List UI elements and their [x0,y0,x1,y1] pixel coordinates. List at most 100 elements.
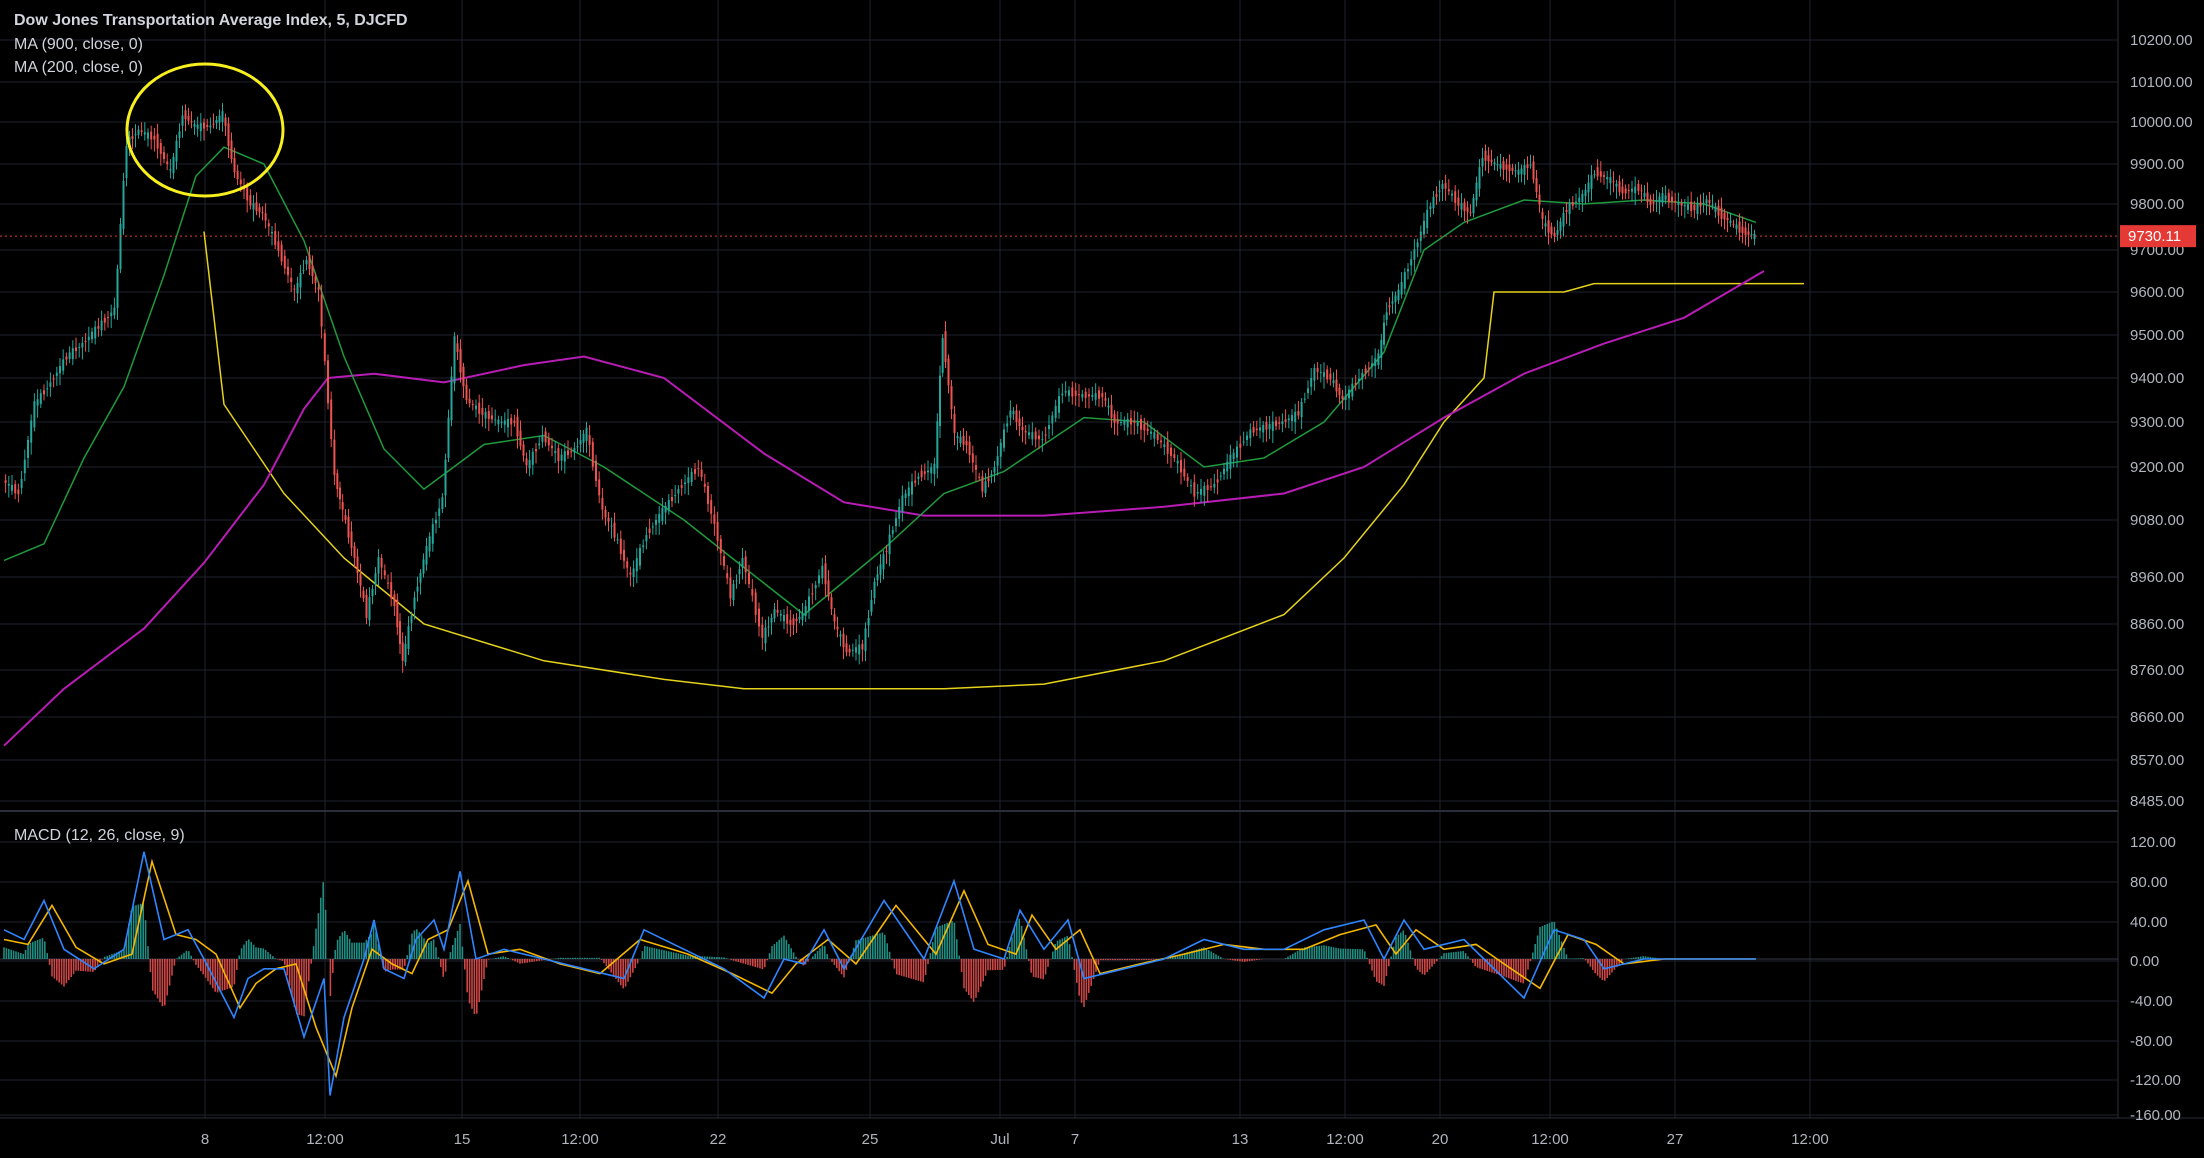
candle-body [876,574,879,581]
candle-body [1307,388,1309,393]
candle-body [735,580,738,582]
candle-body [870,599,873,612]
candle-body [541,435,544,442]
candle-body [491,415,493,420]
candle-body [1717,205,1720,216]
candle-body [407,626,410,649]
macd-tick-label: 120.00 [2130,834,2176,851]
candle-body [851,649,854,651]
candle-body [374,573,377,585]
candle-body [885,551,888,553]
candle-body [547,438,550,446]
candle-body [1532,161,1535,180]
candle-body [694,469,696,474]
candle-body [1655,200,1658,202]
price-tick-label: 8860.00 [2130,616,2184,633]
candle-body [1126,418,1129,428]
candle-body [658,513,661,523]
candle-body [497,419,500,425]
price-pane[interactable] [3,62,1804,747]
candle-body [1071,387,1074,397]
time-axis[interactable]: 8 12:00 15 12:00 22 25 Jul 7 13 12:00 20 12:00 27 12:… [201,1131,1829,1148]
candle-body [845,643,848,653]
candle-body [462,366,465,387]
candle-body [380,558,383,568]
candle-body [873,581,876,599]
candle-body [465,384,468,400]
price-axis[interactable]: 10200.00 10100.00 10000.00 9900.00 9800.00 97… [2130,32,2193,810]
last-price-group: 9730.11 [0,225,2196,248]
candle-body [308,254,311,270]
candle-body [610,525,613,527]
candle-body [456,343,459,353]
candle-body [156,133,159,149]
candle-body [475,405,477,410]
candle-body [1661,193,1664,203]
indicator-ma-900[interactable]: MA (900, close, 0) [14,36,143,53]
candle-body [1150,431,1152,434]
candle-body [1166,441,1169,454]
candle-body [271,231,273,234]
candle-body [1088,394,1090,397]
candle-body [1219,475,1222,477]
candle-body [1041,439,1044,441]
candle-body [293,288,296,290]
curve-annotation-line [203,231,1804,690]
indicator-ma-200[interactable]: MA (200, close, 0) [14,59,143,76]
candle-body [990,474,993,476]
candle-body [604,509,607,518]
candle-body [239,179,242,185]
candle-body [1556,230,1559,235]
candle-body [1634,186,1637,194]
last-price-badge [2120,225,2196,248]
candle-body [1550,226,1553,235]
candle-body [1481,157,1484,167]
candle-body [684,482,686,485]
indicator-macd[interactable]: MACD (12, 26, close, 9) [14,827,185,844]
candle-body [680,485,683,488]
candle-body [1603,175,1605,177]
candle-body [888,534,891,555]
candle-body [1454,191,1457,203]
candle-body [642,545,645,548]
candle-body [1120,422,1122,423]
macd-line [3,851,1756,1096]
candle-body [1326,369,1329,380]
candle-body [206,124,209,127]
candle-body [299,272,302,288]
candle-body [137,129,140,135]
candle-body [1538,194,1541,205]
candle-body [1618,181,1621,192]
macd-pane[interactable] [0,851,2118,1096]
candle-body [280,244,283,262]
candle-body [478,402,481,414]
candle-body [741,558,744,568]
candle-body [1407,269,1409,272]
candle-body [613,522,616,538]
candle-body [975,465,977,470]
candle-body [212,123,215,125]
candle-body [1275,420,1277,427]
candle-body [233,157,236,172]
candle-body [671,497,673,502]
price-tick-label: 9900.00 [2130,156,2184,173]
macd-axis[interactable]: 120.00 80.00 40.00 0.00 -40.00 -80.00 -120.00 -… [2130,834,2181,1124]
candle-body [996,456,999,466]
candle-body [535,449,537,452]
candle-body [573,448,576,453]
candle-body [626,561,629,568]
candle-body [1578,197,1581,202]
candle-body [125,146,128,179]
candle-body [404,643,407,663]
candle-body [350,531,353,548]
candle-body [317,287,320,290]
candle-body [821,565,824,579]
candle-body [632,568,635,577]
candle-body [484,411,487,419]
candle-body [1173,454,1176,458]
candle-body [356,556,359,574]
candle-body [965,440,968,446]
candle-body [341,502,344,510]
candle-body [1575,201,1577,203]
